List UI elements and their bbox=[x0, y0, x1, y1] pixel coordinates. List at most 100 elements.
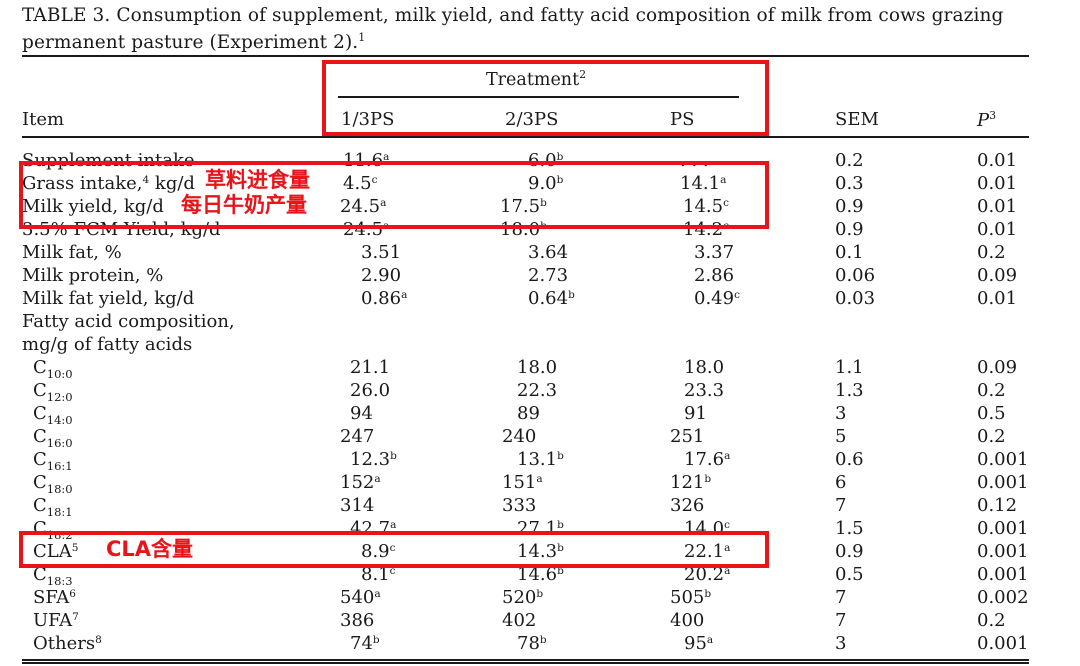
significance-letter: b bbox=[704, 588, 712, 600]
value-text: 17.6 bbox=[684, 449, 725, 470]
value-text: 505 bbox=[670, 587, 705, 608]
value-sem: 0.06 bbox=[835, 265, 876, 286]
p-label: P bbox=[977, 110, 990, 131]
item-text: C bbox=[33, 449, 47, 470]
value-p: 0.2 bbox=[977, 610, 1006, 631]
value-2-3ps: 240 bbox=[502, 425, 536, 448]
cla-highlight-box bbox=[19, 531, 769, 568]
caption-text: TABLE 3. Consumption of supplement, milk… bbox=[22, 5, 1004, 54]
value-text: 18.0 bbox=[517, 357, 558, 378]
value-1-3ps: 3.51 bbox=[361, 241, 401, 264]
item-subscript: 12:0 bbox=[46, 390, 73, 404]
bottom-rule bbox=[22, 659, 1029, 661]
row-item-label: C16:0 bbox=[33, 425, 73, 449]
item-text: mg/g of fatty acids bbox=[22, 334, 193, 355]
value-text: 151 bbox=[502, 472, 537, 493]
table-row: Grass intake,4 kg/d 4.5c 9.0b 14.1a 0.3 0.01 bbox=[0, 172, 1080, 195]
value-2-3ps: 14.3b bbox=[517, 540, 564, 563]
value-1-3ps: 21.1 bbox=[350, 356, 390, 379]
significance-letter: a bbox=[374, 588, 381, 600]
significance-letter: b bbox=[704, 473, 712, 485]
value-text: 6.0 bbox=[528, 150, 557, 171]
significance-letter: b bbox=[536, 588, 544, 600]
value-text: 94 bbox=[350, 403, 373, 424]
value-text: 91 bbox=[684, 403, 707, 424]
value-2-3ps: 6.0b bbox=[528, 149, 563, 172]
table-row: mg/g of fatty acids bbox=[0, 333, 1080, 356]
treatment-label: Treatment bbox=[486, 69, 580, 90]
value-text: 14.5 bbox=[683, 196, 724, 217]
significance-letter: b bbox=[557, 450, 564, 462]
value-text: 24.5 bbox=[340, 196, 381, 217]
value-1-3ps: 247 bbox=[340, 425, 374, 448]
value-2-3ps: 17.5b bbox=[500, 195, 547, 218]
value-text: 400 bbox=[670, 610, 705, 631]
row-item-label: C18:1 bbox=[33, 494, 73, 518]
row-item-label: SFA6 bbox=[33, 586, 76, 609]
significance-letter: c bbox=[724, 519, 730, 531]
value-text: 3.37 bbox=[694, 242, 735, 263]
value-2-3ps: 18.0 bbox=[517, 356, 557, 379]
significance-letter: a bbox=[380, 197, 387, 209]
item-subscript: 18:2 bbox=[46, 528, 73, 542]
row-item-label: C12:0 bbox=[33, 379, 73, 404]
value-p: 0.09 bbox=[977, 357, 1018, 378]
table-row: C14:0 94 89 91 3 0.5 bbox=[0, 402, 1080, 427]
table-row: Supplement intake 11.6a 6.0b . . . 0.2 0.01 bbox=[0, 149, 1080, 172]
value-text: 9.0 bbox=[528, 173, 557, 194]
table-row: Milk fat yield, kg/d 0.86a 0.64b 0.49c 0.03 0… bbox=[0, 287, 1080, 310]
value-2-3ps: 9.0b bbox=[528, 172, 563, 195]
table-row: Milk protein, % 2.90 2.73 2.86 0.06 0.09 bbox=[0, 264, 1080, 287]
value-p: 0.2 bbox=[977, 426, 1006, 447]
table-row: C18:3 8.1c 14.6b 20.2a 0.5 0.001 bbox=[0, 563, 1080, 587]
row-item-label: mg/g of fatty acids bbox=[22, 333, 192, 356]
value-sem: 3 bbox=[835, 403, 847, 424]
significance-letter: a bbox=[401, 289, 408, 301]
significance-letter: b bbox=[372, 634, 380, 646]
significance-letter: a bbox=[724, 542, 731, 554]
value-p: 0.01 bbox=[977, 288, 1018, 309]
row-item-label: 3.5% FCM Yield, kg/d bbox=[22, 218, 221, 241]
value-text: 21.1 bbox=[350, 357, 391, 378]
value-1-3ps: 2.90 bbox=[361, 264, 401, 287]
value-text: 0.49 bbox=[694, 288, 735, 309]
item-text: C bbox=[33, 357, 47, 378]
value-text: 251 bbox=[670, 426, 705, 447]
value-p: 0.01 bbox=[977, 196, 1018, 217]
row-item-label: CLA5 bbox=[33, 540, 78, 563]
value-ps: 18.0 bbox=[684, 356, 724, 379]
value-2-3ps: 402 bbox=[502, 609, 536, 632]
item-text: C bbox=[33, 380, 47, 401]
value-text: 520 bbox=[502, 587, 537, 608]
item-text: UFA bbox=[33, 610, 73, 631]
item-subscript: 10:0 bbox=[46, 367, 73, 381]
value-sem: 0.9 bbox=[835, 196, 864, 217]
value-sem: 0.6 bbox=[835, 449, 864, 470]
header-rule bbox=[22, 136, 1029, 138]
value-2-3ps: 2.73 bbox=[528, 264, 568, 287]
value-p: 0.09 bbox=[977, 265, 1018, 286]
treatment-highlight-box bbox=[322, 60, 769, 136]
significance-letter: b bbox=[556, 174, 564, 186]
value-2-3ps: 22.3 bbox=[517, 379, 557, 402]
value-sem: 1.1 bbox=[835, 357, 864, 378]
value-p: 0.001 bbox=[977, 449, 1029, 470]
item-text-tail: kg/d bbox=[149, 173, 195, 194]
col-header-1-3ps: 1/3PS bbox=[341, 109, 395, 130]
item-text: C bbox=[33, 403, 47, 424]
significance-letter: a bbox=[706, 634, 714, 646]
value-text: 152 bbox=[340, 472, 375, 493]
value-text: 4.5 bbox=[343, 173, 372, 194]
value-text: 11.6 bbox=[343, 150, 384, 171]
row-item-label: C18:3 bbox=[33, 563, 73, 587]
value-text: 22.1 bbox=[684, 541, 725, 562]
item-subscript: 14:0 bbox=[46, 413, 73, 427]
value-p: 0.001 bbox=[977, 564, 1029, 585]
col-header-item: Item bbox=[22, 109, 65, 130]
value-p: 0.001 bbox=[977, 472, 1029, 493]
value-ps: 17.6a bbox=[684, 448, 730, 471]
value-text: 386 bbox=[340, 610, 375, 631]
value-ps: 3.37 bbox=[694, 241, 734, 264]
significance-letter: a bbox=[536, 473, 543, 485]
value-text: 26.0 bbox=[350, 380, 391, 401]
